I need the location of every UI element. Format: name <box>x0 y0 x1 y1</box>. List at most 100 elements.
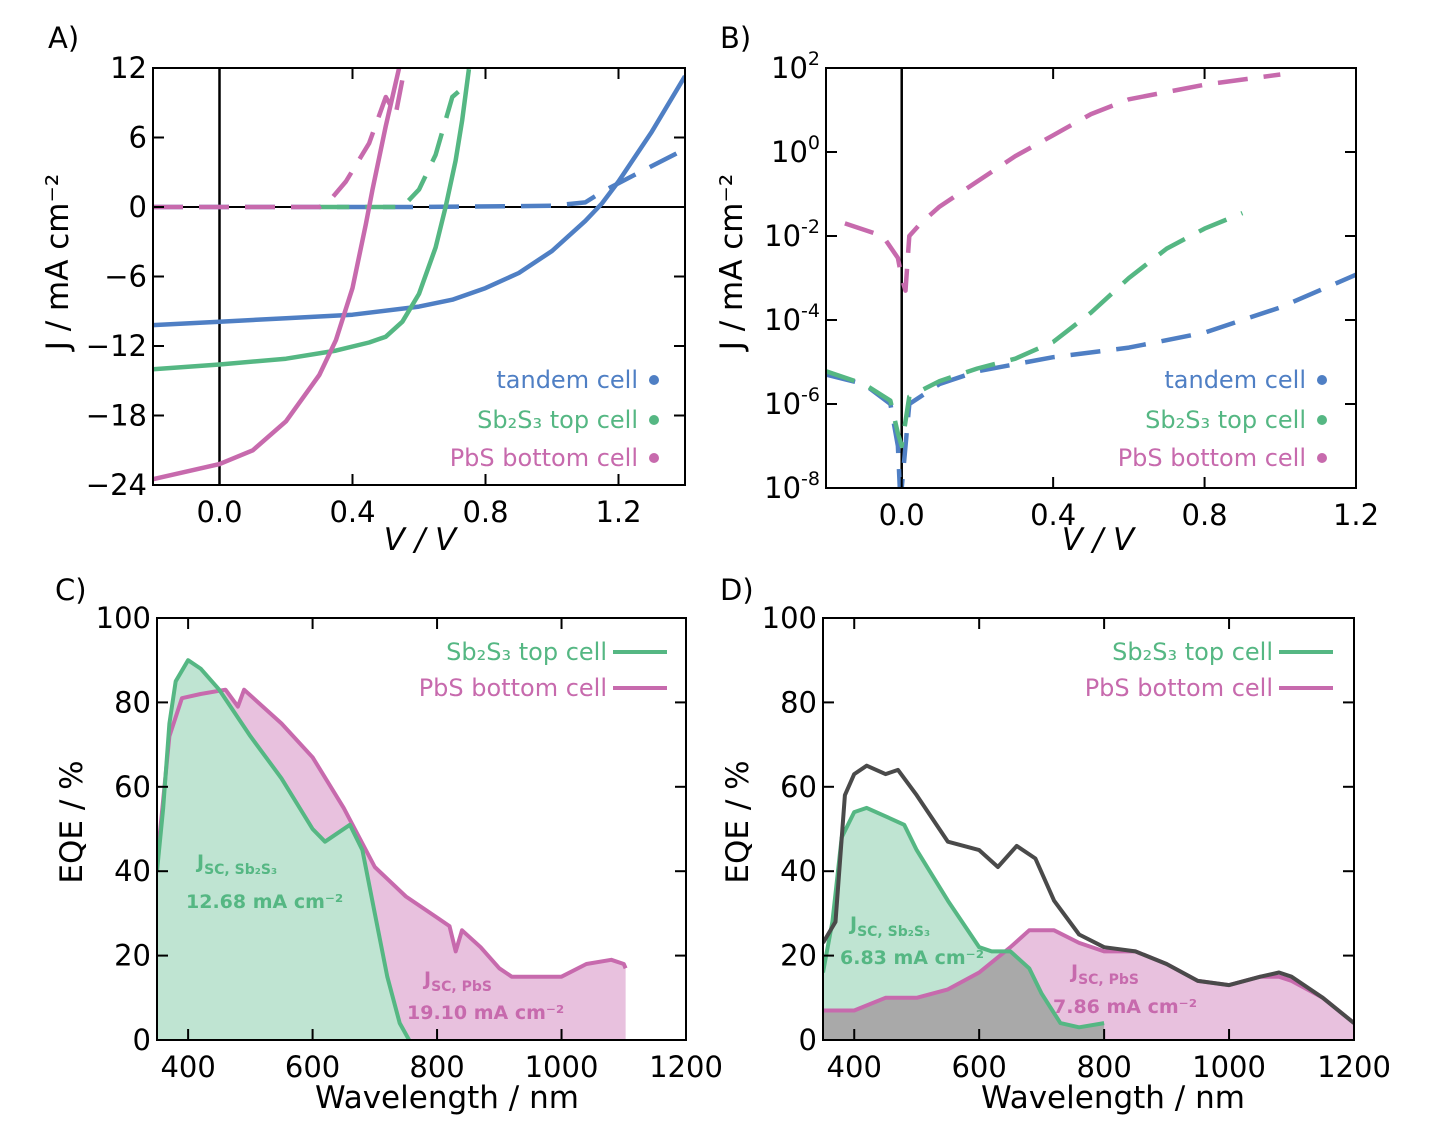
x-tick-label: 600 <box>285 1050 340 1084</box>
x-tick-label: 1000 <box>525 1050 599 1084</box>
x-tick-label: 0.8 <box>462 495 508 529</box>
y-tick-label: 100 <box>771 132 820 169</box>
overlap-eqe-fill <box>823 951 1105 1040</box>
y-axis-label: EQE / % <box>54 760 90 883</box>
legend-label-pbs: PbS bottom cell <box>1118 444 1306 472</box>
sb2s3-eqe-line <box>157 658 411 1040</box>
x-tick-label: 600 <box>951 1050 1006 1084</box>
legend: tandem cell Sb₂S₃ top cell PbS bottom cell <box>1118 366 1327 472</box>
jsc-subscript: SC, PbS <box>431 979 492 995</box>
pbs-dashed-curve <box>153 79 405 210</box>
legend: Sb₂S₃ top cell PbS bottom cell <box>419 638 667 702</box>
jsc-symbol: J <box>1069 961 1078 983</box>
x-tick-label: 0.4 <box>1030 498 1076 532</box>
jsc-subscript: SC, Sb₂S₃ <box>204 862 277 878</box>
y-tick-label: 10-8 <box>764 468 820 505</box>
y-tick-label: 80 <box>780 685 817 719</box>
axes-frame <box>825 67 1357 489</box>
panel-label: B) <box>720 21 751 55</box>
x-tick-label: 1.2 <box>1333 498 1379 532</box>
pbs-eqe-line <box>157 687 628 979</box>
legend-label-tandem: tandem cell <box>496 366 638 394</box>
y-axis-label: EQE / % <box>720 760 756 883</box>
axes-frame <box>822 617 1355 1041</box>
legend-marker-tandem <box>649 375 659 385</box>
x-tick-label: 0.0 <box>196 495 242 529</box>
x-axis-label: Wavelength / nm <box>981 1080 1245 1116</box>
legend-marker-sb2s3 <box>1317 415 1327 425</box>
y-tick-label: 6 <box>129 121 147 155</box>
jsc-label-pbs: JSC, PbS <box>422 968 492 995</box>
panel-d: 400 600 800 1000 1200 100 80 60 40 20 0 D) Wavelengt… <box>720 573 1391 1116</box>
tandem-eqe-eqe-line <box>823 763 1354 1025</box>
y-axis-label: J / mA cm⁻² <box>40 174 76 353</box>
sb2s3-dashed-curve <box>826 211 1244 449</box>
y-tick-exponent: -8 <box>801 468 820 490</box>
jsc-value-sb2s3: 12.68 mA cm⁻² <box>186 891 343 913</box>
jsc-subscript: SC, PbS <box>1078 972 1139 988</box>
legend-marker-tandem <box>1317 375 1327 385</box>
jsc-symbol: J <box>422 968 431 990</box>
y-tick-base: 10 <box>764 219 801 253</box>
x-tick-label: 0.0 <box>879 498 925 532</box>
panel-label: A) <box>48 21 79 55</box>
legend-label-sb2s3: Sb₂S₃ top cell <box>1112 638 1273 666</box>
y-tick-label: −18 <box>86 399 147 433</box>
y-tick-label: 40 <box>780 854 817 888</box>
x-tick-label: 0.4 <box>329 495 375 529</box>
sb2s3-solid-curve <box>153 68 472 372</box>
x-axis-label: V / V <box>1062 522 1137 558</box>
y-tick-label: 10-4 <box>764 300 820 337</box>
axes-frame <box>156 617 687 1041</box>
panel-c: 400 600 800 1000 1200 100 80 60 40 20 0 C) Wavelengt… <box>54 573 723 1116</box>
y-tick-label: −6 <box>104 260 147 294</box>
y-tick-label: 12 <box>110 51 147 85</box>
y-tick-label: 80 <box>114 685 151 719</box>
legend-label-sb2s3: Sb₂S₃ top cell <box>1145 406 1306 434</box>
y-tick-label: 40 <box>114 854 151 888</box>
y-tick-label: 100 <box>762 601 817 635</box>
y-tick-label: 100 <box>96 601 151 635</box>
x-tick-label: 1000 <box>1192 1050 1266 1084</box>
legend-label-pbs: PbS bottom cell <box>450 444 638 472</box>
sb2s3-dashed-curve <box>319 83 468 210</box>
y-tick-label: 0 <box>129 190 147 224</box>
legend-label-pbs: PbS bottom cell <box>1085 674 1273 702</box>
y-tick-exponent: 2 <box>808 48 820 70</box>
jsc-value-pbs: 19.10 mA cm⁻² <box>407 1002 564 1024</box>
x-tick-label: 400 <box>827 1050 882 1084</box>
plot-area <box>826 68 1356 488</box>
y-tick-base: 10 <box>771 51 808 85</box>
y-tick-exponent: -4 <box>801 300 820 322</box>
jsc-value-sb2s3: 6.83 mA cm⁻² <box>840 947 984 969</box>
y-tick-label: 60 <box>780 770 817 804</box>
jsc-subscript: SC, Sb₂S₃ <box>857 924 930 940</box>
jsc-label-pbs: JSC, PbS <box>1069 961 1139 988</box>
x-tick-label: 400 <box>160 1050 215 1084</box>
y-tick-label: 0 <box>133 1023 151 1057</box>
y-tick-base: 10 <box>764 471 801 505</box>
legend-label-tandem: tandem cell <box>1164 366 1306 394</box>
x-tick-label: 1200 <box>1317 1050 1391 1084</box>
y-tick-label: 0 <box>799 1023 817 1057</box>
plot-area <box>823 763 1354 1040</box>
x-tick-label: 1200 <box>649 1050 723 1084</box>
plot-area <box>157 658 628 1040</box>
jsc-symbol: J <box>848 913 857 935</box>
y-tick-exponent: -2 <box>801 216 820 238</box>
x-tick-label: 800 <box>409 1050 464 1084</box>
y-tick-label: 10-6 <box>764 384 820 421</box>
legend-label-sb2s3: Sb₂S₃ top cell <box>477 406 638 434</box>
x-axis-label: V / V <box>384 522 459 558</box>
legend-marker-sb2s3 <box>649 415 659 425</box>
panel-a: 0.0 0.4 0.8 1.2 12 6 0 −6 −12 −18 −24 A) V / V J / mA… <box>40 21 686 558</box>
x-axis-label: Wavelength / nm <box>315 1080 579 1116</box>
pbs-eqe-line <box>823 928 1354 1025</box>
sb2s3-eqe-fill <box>157 660 410 1040</box>
jsc-label-sb2s3: JSC, Sb₂S₃ <box>195 851 277 878</box>
y-tick-label: 20 <box>780 939 817 973</box>
legend-label-pbs: PbS bottom cell <box>419 674 607 702</box>
y-tick-base: 10 <box>771 135 808 169</box>
